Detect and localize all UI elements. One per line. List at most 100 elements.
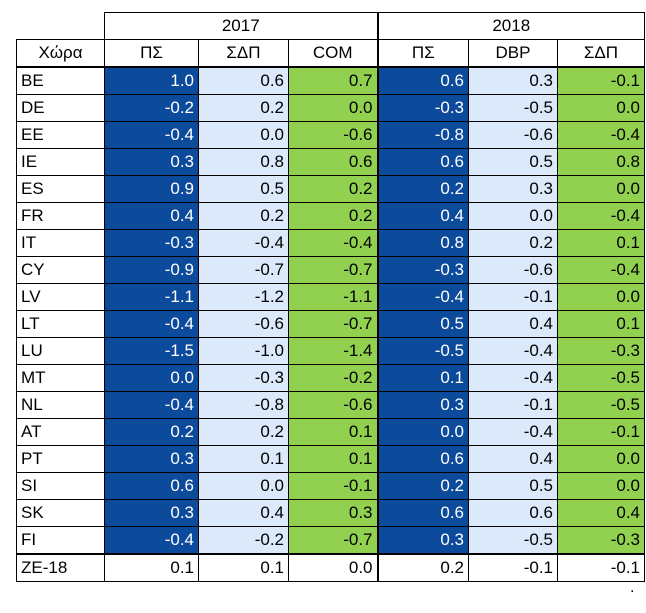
value-cell-2017-sdp: 0.2 [198,202,289,230]
value-cell-2017-ps: -0.4 [104,121,199,149]
value-cell-2018-dbp: 0.3 [468,175,558,203]
value-cell-2018-ps: 0.3 [377,526,469,555]
year-2017-header: 2017 [104,12,379,40]
value-cell-2017-ps: -0.3 [104,229,199,257]
country-row: DE -0.2 0.2 0.0 -0.3 -0.5 0.0 [16,94,645,122]
country-cell: LU [16,337,105,365]
value-cell-2017-sdp: 0.6 [198,66,289,95]
value-cell-2018-sdp: -0.1 [557,553,645,582]
value-cell-2018-dbp: 0.2 [468,229,558,257]
value-cell-2018-ps: 0.2 [377,553,469,582]
trailing-period: . [630,579,635,596]
value-cell-2018-ps: -0.3 [377,256,469,284]
value-cell-2018-dbp: 0.4 [468,445,558,473]
value-cell-2018-ps: 0.5 [377,310,469,338]
value-cell-2017-ps: 0.3 [104,499,199,527]
value-cell-2017-sdp: -0.6 [198,310,289,338]
value-cell-2017-ps: -1.1 [104,283,199,311]
country-cell: ES [16,175,105,203]
value-cell-2018-sdp: -0.4 [557,121,645,149]
value-cell-2018-sdp: 0.1 [557,229,645,257]
value-cell-2018-sdp: -0.4 [557,256,645,284]
country-row: IT -0.3 -0.4 -0.4 0.8 0.2 0.1 [16,229,645,257]
value-cell-2017-com: -0.7 [288,310,379,338]
value-cell-2017-sdp: -0.7 [198,256,289,284]
value-cell-2017-com: -1.1 [288,283,379,311]
country-cell: NL [16,391,105,419]
value-cell-2017-com: -0.6 [288,391,379,419]
country-cell: FR [16,202,105,230]
country-cell: SK [16,499,105,527]
value-cell-2017-sdp: -0.4 [198,229,289,257]
value-cell-2018-dbp: -0.5 [468,526,558,555]
country-cell: BE [16,66,105,95]
country-row: LT -0.4 -0.6 -0.7 0.5 0.4 0.1 [16,310,645,338]
value-cell-2018-dbp: -0.5 [468,94,558,122]
country-cell: CY [16,256,105,284]
value-cell-2018-ps: 0.0 [377,418,469,446]
value-cell-2018-ps: 0.6 [377,66,469,95]
value-cell-2018-dbp: 0.0 [468,202,558,230]
country-row: FR 0.4 0.2 0.2 0.4 0.0 -0.4 [16,202,645,230]
value-cell-2018-sdp: 0.8 [557,148,645,176]
country-cell: SI [16,472,105,500]
country-cell: PT [16,445,105,473]
col-header-2018-dbp: DBP [468,39,558,68]
country-row: BE 1.0 0.6 0.7 0.6 0.3 -0.1 [16,66,645,95]
value-cell-2018-dbp: -0.6 [468,121,558,149]
value-cell-2017-com: 0.6 [288,148,379,176]
value-cell-2018-sdp: 0.0 [557,94,645,122]
year-2018-header: 2018 [377,12,645,40]
country-cell: ZE-18 [16,553,105,582]
country-row: CY -0.9 -0.7 -0.7 -0.3 -0.6 -0.4 [16,256,645,284]
value-cell-2017-com: 0.3 [288,499,379,527]
fiscal-comparison-table: 2017 2018 Χώρα ΠΣ ΣΔΠ COM ΠΣ DBP ΣΔΠ BE 1… [16,12,645,582]
col-header-2017-sdp: ΣΔΠ [198,39,289,68]
value-cell-2018-dbp: -0.1 [468,391,558,419]
country-row: AT 0.2 0.2 0.1 0.0 -0.4 -0.1 [16,418,645,446]
country-row: SI 0.6 0.0 -0.1 0.2 0.5 0.0 [16,472,645,500]
value-cell-2017-ps: 1.0 [104,66,199,95]
value-cell-2018-ps: 0.6 [377,148,469,176]
value-cell-2018-dbp: 0.6 [468,499,558,527]
value-cell-2018-dbp: -0.4 [468,418,558,446]
value-cell-2017-ps: 0.3 [104,148,199,176]
value-cell-2018-sdp: -0.5 [557,364,645,392]
value-cell-2017-sdp: 0.0 [198,472,289,500]
value-cell-2017-com: -0.7 [288,526,379,555]
value-cell-2017-com: 0.1 [288,418,379,446]
col-header-2018-sdp: ΣΔΠ [557,39,645,68]
fiscal-table-wrapper: 2017 2018 Χώρα ΠΣ ΣΔΠ COM ΠΣ DBP ΣΔΠ BE 1… [16,12,645,582]
country-cell: EE [16,121,105,149]
col-header-2017-ps: ΠΣ [104,39,199,68]
value-cell-2017-sdp: 0.0 [198,121,289,149]
value-cell-2018-ps: 0.6 [377,499,469,527]
value-cell-2017-com: 0.2 [288,202,379,230]
value-cell-2017-sdp: 0.4 [198,499,289,527]
value-cell-2018-sdp: -0.1 [557,66,645,95]
country-row: NL -0.4 -0.8 -0.6 0.3 -0.1 -0.5 [16,391,645,419]
value-cell-2017-ps: 0.0 [104,364,199,392]
value-cell-2017-com: -0.6 [288,121,379,149]
value-cell-2018-dbp: -0.4 [468,364,558,392]
country-row: ES 0.9 0.5 0.2 0.2 0.3 0.0 [16,175,645,203]
value-cell-2017-sdp: 0.8 [198,148,289,176]
column-header-row: Χώρα ΠΣ ΣΔΠ COM ΠΣ DBP ΣΔΠ [16,39,645,68]
value-cell-2018-dbp: 0.5 [468,148,558,176]
value-cell-2018-ps: -0.4 [377,283,469,311]
value-cell-2017-sdp: 0.1 [198,445,289,473]
value-cell-2018-sdp: -0.4 [557,202,645,230]
col-header-2018-ps: ΠΣ [377,39,469,68]
value-cell-2018-ps: 0.4 [377,202,469,230]
country-row: LV -1.1 -1.2 -1.1 -0.4 -0.1 0.0 [16,283,645,311]
value-cell-2017-ps: 0.1 [104,553,199,582]
value-cell-2018-ps: 0.2 [377,472,469,500]
value-cell-2017-com: 0.0 [288,553,379,582]
value-cell-2018-ps: 0.6 [377,445,469,473]
value-cell-2018-ps: -0.8 [377,121,469,149]
value-cell-2018-sdp: -0.3 [557,337,645,365]
country-cell: MT [16,364,105,392]
value-cell-2017-com: 0.2 [288,175,379,203]
value-cell-2017-ps: 0.2 [104,418,199,446]
empty-corner-cell [16,12,105,40]
